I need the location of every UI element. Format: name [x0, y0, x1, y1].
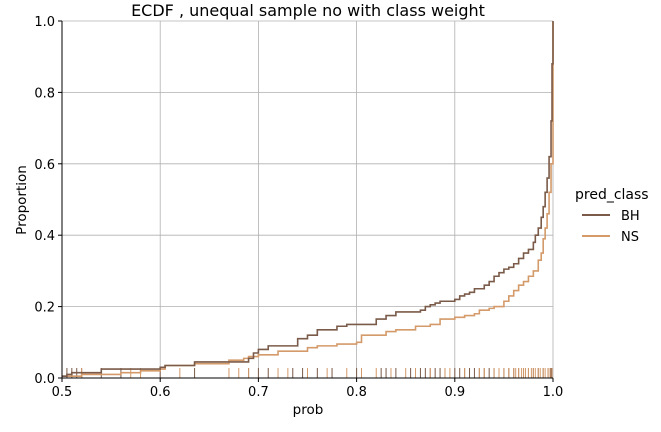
- y-tick-label: 0.6: [34, 158, 55, 173]
- x-tick-label: 0.5: [52, 385, 73, 400]
- y-ticks: 0.0 0.2 0.4 0.6 0.8 1.0: [34, 15, 62, 387]
- x-tick-label: 0.6: [150, 385, 171, 400]
- ecdf-line-ns: [62, 21, 554, 378]
- y-tick-label: 0.4: [34, 229, 55, 244]
- chart-title: ECDF , unequal sample no with class weig…: [131, 1, 485, 20]
- y-tick-label: 1.0: [34, 15, 55, 30]
- axes: [61, 21, 553, 379]
- x-axis-label: prob: [293, 402, 324, 418]
- rug-plot: [61, 368, 553, 378]
- x-tick-label: 1.0: [543, 385, 564, 400]
- legend: pred_class BH NS: [575, 187, 649, 245]
- legend-title: pred_class: [575, 187, 649, 203]
- y-tick-label: 0.2: [34, 301, 55, 316]
- x-tick-label: 0.9: [444, 385, 465, 400]
- ecdf-lines: [62, 21, 554, 378]
- legend-label-bh: BH: [621, 209, 640, 224]
- x-tick-label: 0.8: [346, 385, 367, 400]
- x-tick-label: 0.7: [248, 385, 269, 400]
- x-ticks: 0.5 0.6 0.7 0.8 0.9 1.0: [52, 378, 564, 400]
- y-axis-label: Proportion: [14, 165, 30, 235]
- ecdf-line-bh: [62, 21, 554, 378]
- legend-label-ns: NS: [621, 230, 639, 245]
- y-tick-label: 0.8: [34, 86, 55, 101]
- y-tick-label: 0.0: [34, 372, 55, 387]
- grid-lines: [61, 20, 554, 379]
